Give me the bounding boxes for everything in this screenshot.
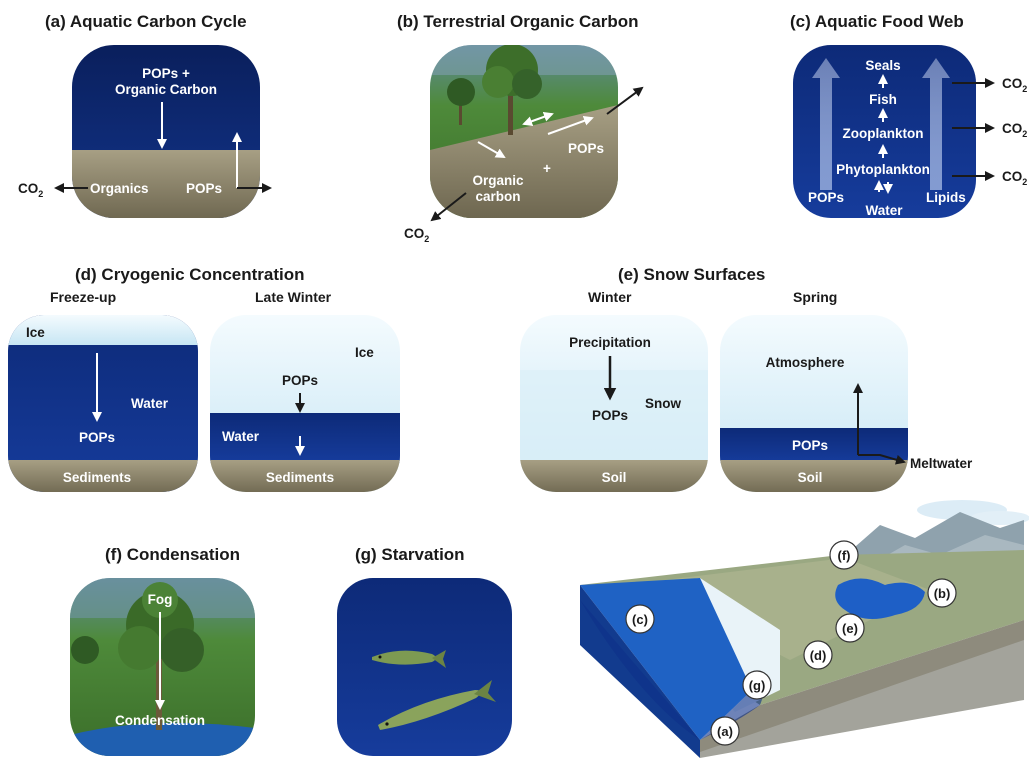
- organics-label: Organics: [90, 181, 149, 196]
- pops-label-d2: POPs: [282, 373, 318, 388]
- co2-label-c1: CO2: [1002, 76, 1027, 94]
- pops-plus-label: POPs +: [142, 66, 190, 81]
- pops-transfer-arrow: [812, 58, 840, 190]
- landscape-label-e: (e): [842, 621, 858, 636]
- landscape-label-b: (b): [934, 586, 951, 601]
- fog-label: Fog: [148, 592, 173, 607]
- pops-out-arrow-b: [606, 86, 644, 115]
- landscape-label-c: (c): [632, 612, 648, 627]
- water-label-2: Water: [222, 429, 260, 444]
- snow-label: Snow: [645, 396, 681, 411]
- panel-e: (e) Snow Surfaces Winter Spring Precipit…: [520, 265, 973, 492]
- precipitation-label: Precipitation: [569, 335, 651, 350]
- panel-a-title: (a) Aquatic Carbon Cycle: [45, 12, 247, 31]
- freeze-up-label: Freeze-up: [50, 289, 116, 305]
- meltwater-label: Meltwater: [910, 456, 973, 471]
- soil-label-1: Soil: [602, 470, 627, 485]
- landscape-block: (a) (b) (c) (d) (e) (f) (g): [580, 500, 1029, 758]
- pops-label-c: POPs: [808, 190, 844, 205]
- pops-label-e2: POPs: [792, 438, 828, 453]
- co2-label-b: CO2: [404, 226, 429, 244]
- panel-c: (c) Aquatic Food Web Seals Fish Zooplank…: [790, 12, 1027, 218]
- landscape-label-d: (d): [810, 648, 827, 663]
- pops-arrow-2: [547, 116, 594, 135]
- seals-label: Seals: [865, 58, 900, 73]
- water-label: Water: [865, 203, 903, 218]
- pike-fish-1: [372, 650, 446, 668]
- pike-fish-2: [378, 680, 496, 730]
- panel-g-title: (g) Starvation: [355, 545, 465, 564]
- atmosphere-label: Atmosphere: [766, 355, 845, 370]
- panel-d-title: (d) Cryogenic Concentration: [75, 265, 305, 284]
- late-winter-label: Late Winter: [255, 289, 332, 305]
- panel-f-title: (f) Condensation: [105, 545, 240, 564]
- panel-d: (d) Cryogenic Concentration Freeze-up La…: [8, 265, 400, 492]
- pops-label-d1: POPs: [79, 430, 115, 445]
- co2-arrow-b: [430, 192, 467, 222]
- spring-label: Spring: [793, 289, 837, 305]
- panel-b-title: (b) Terrestrial Organic Carbon: [397, 12, 639, 31]
- panel-g: (g) Starvation: [337, 545, 512, 756]
- water-label-1: Water: [131, 396, 169, 411]
- co2-label: CO2: [18, 181, 43, 199]
- panel-e-title: (e) Snow Surfaces: [618, 265, 765, 284]
- plus-label: +: [543, 161, 551, 176]
- co2-label-c2: CO2: [1002, 121, 1027, 139]
- zooplankton-label: Zooplankton: [843, 126, 924, 141]
- sediments-label-1: Sediments: [63, 470, 131, 485]
- ice-label-2: Ice: [355, 345, 374, 360]
- sediments-label-2: Sediments: [266, 470, 334, 485]
- panel-b: (b) Terrestrial Organic Carbon POPs + Or…: [397, 12, 644, 244]
- organic-carbon-label: Organic Carbon: [115, 82, 217, 97]
- panel-c-title: (c) Aquatic Food Web: [790, 12, 964, 31]
- pops-label-b: POPs: [568, 141, 604, 156]
- phytoplankton-label: Phytoplankton: [836, 162, 930, 177]
- soil-label-2: Soil: [798, 470, 823, 485]
- landscape-label-g: (g): [749, 678, 766, 693]
- lipids-transfer-arrow: [922, 58, 950, 190]
- winter-label: Winter: [588, 289, 632, 305]
- landscape-label-a: (a): [717, 724, 733, 739]
- organic-label: Organic: [472, 173, 524, 188]
- pops-label: POPs: [186, 181, 222, 196]
- landscape-label-f: (f): [838, 548, 851, 563]
- condensation-label: Condensation: [115, 713, 205, 728]
- panel-f: (f) Condensation Fog Condensation: [70, 545, 255, 756]
- lipids-label: Lipids: [926, 190, 966, 205]
- fish-label: Fish: [869, 92, 897, 107]
- carbon-label: carbon: [475, 189, 520, 204]
- organic-arrow: [477, 141, 506, 158]
- exchange-arrow: [522, 111, 554, 127]
- meltwater-arrow: [858, 454, 906, 465]
- panel-a: (a) Aquatic Carbon Cycle POPs + Organic …: [18, 12, 272, 218]
- pops-label-e1: POPs: [592, 408, 628, 423]
- ice-label-1: Ice: [26, 325, 45, 340]
- co2-label-c3: CO2: [1002, 169, 1027, 187]
